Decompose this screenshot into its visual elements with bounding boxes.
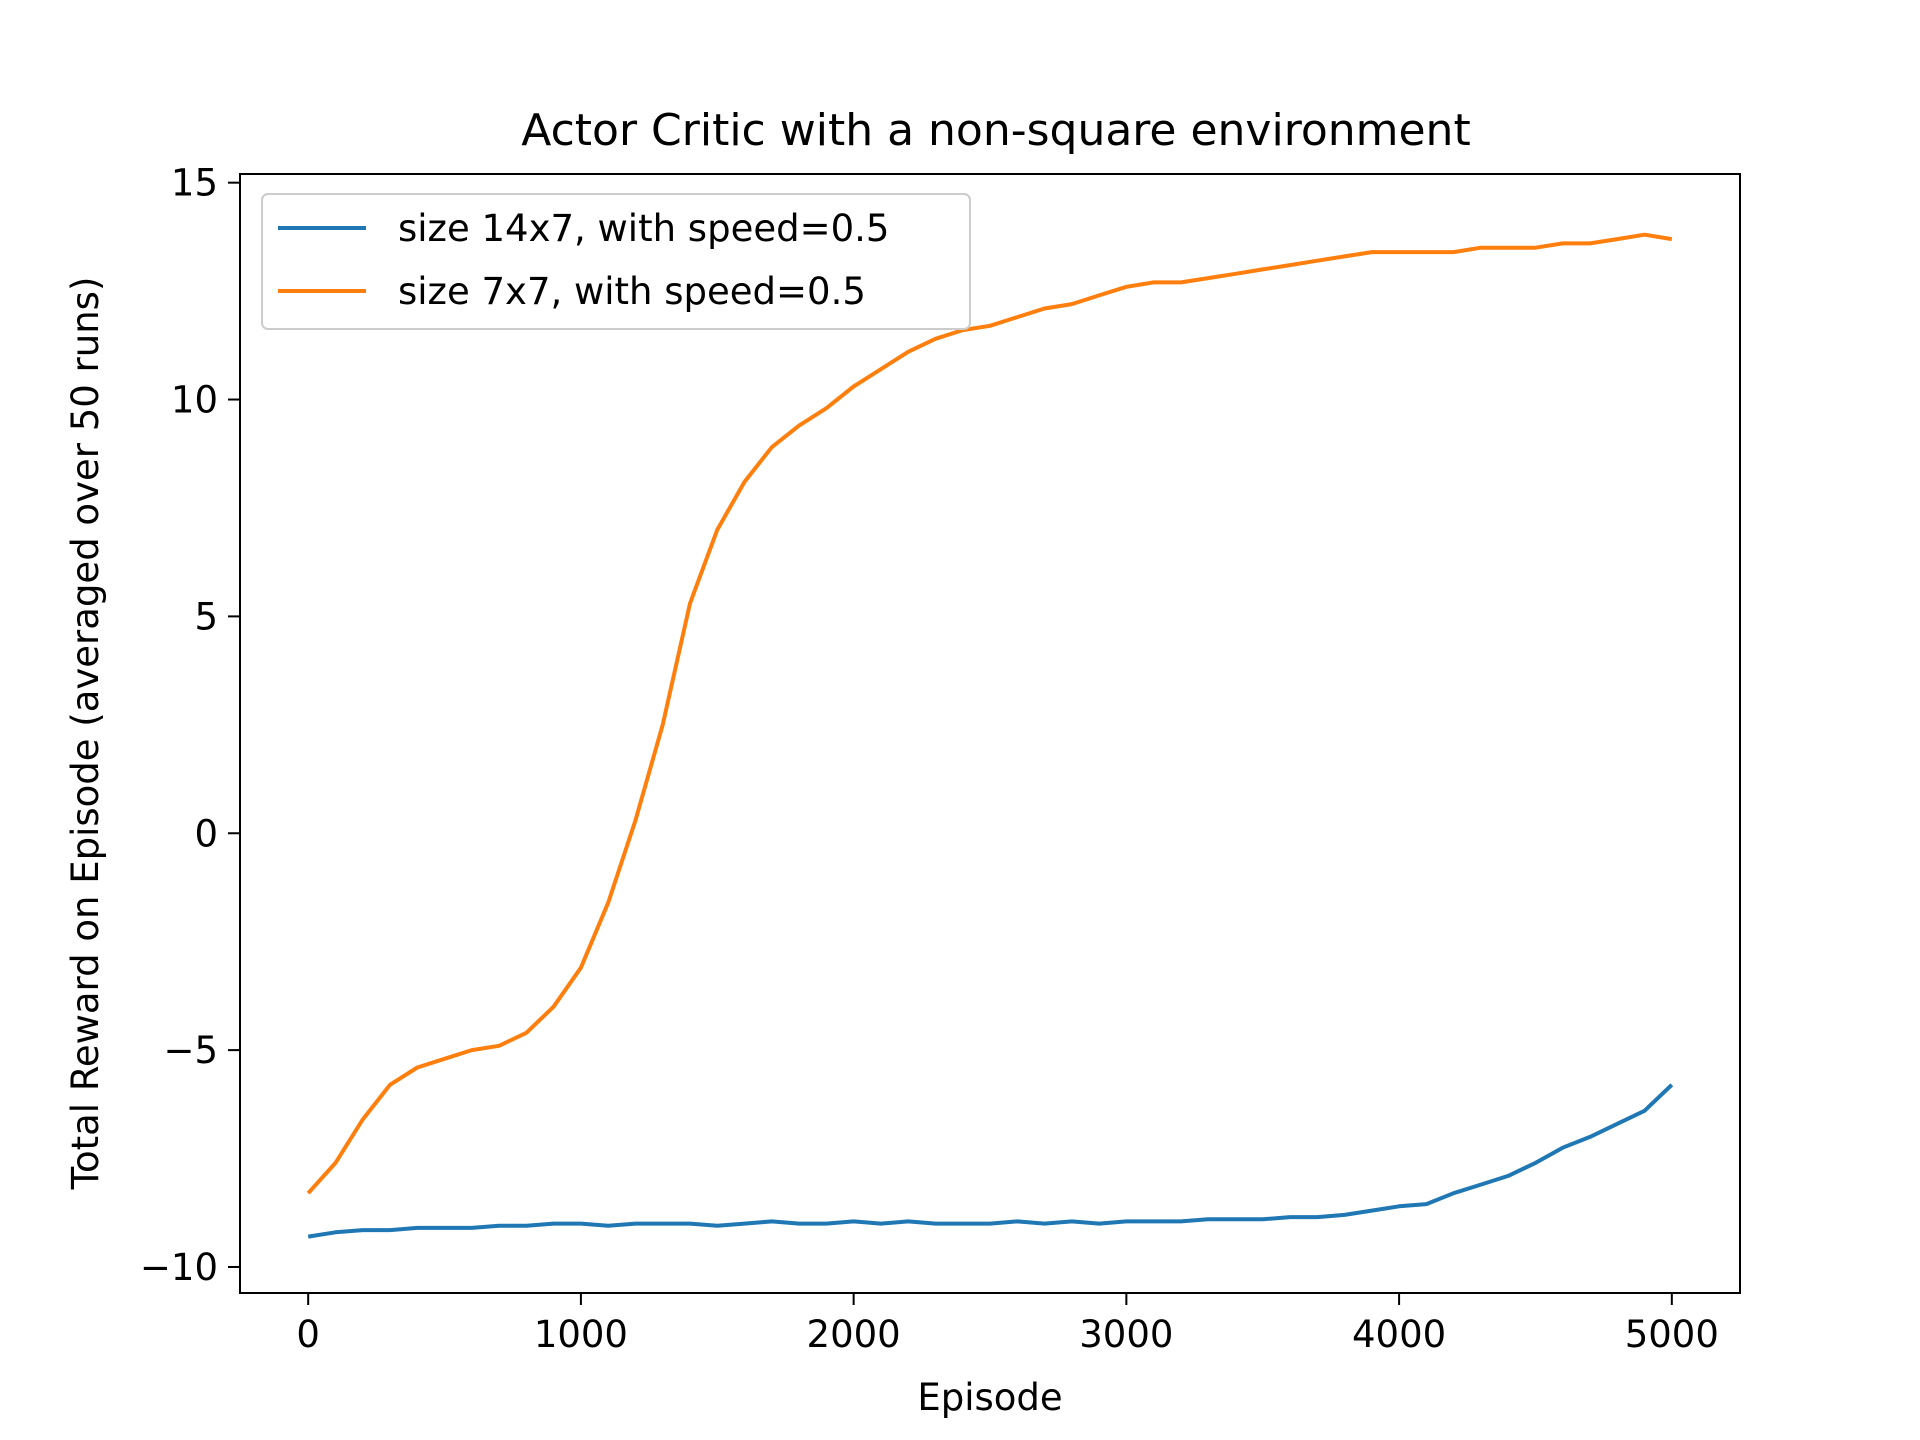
x-tick-label: 5000: [1625, 1313, 1719, 1356]
legend: size 14x7, with speed=0.5 size 7x7, with…: [261, 193, 971, 330]
y-axis: −10 −5 0 5 10 15: [140, 162, 240, 1289]
y-tick-label: −5: [163, 1029, 218, 1072]
legend-label-series-2: size 7x7, with speed=0.5: [398, 270, 866, 313]
y-tick-label: 5: [194, 595, 218, 638]
x-tick-label: 1000: [534, 1313, 628, 1356]
y-tick-label: 10: [171, 379, 218, 422]
legend-box: [261, 193, 971, 330]
y-tick-label: 0: [194, 812, 218, 855]
x-tick-label: 3000: [1079, 1313, 1173, 1356]
y-axis-title: Total Reward on Episode (averaged over 5…: [64, 277, 107, 1191]
series-line-1: [307, 1083, 1674, 1239]
x-axis-title: Episode: [917, 1376, 1062, 1419]
legend-label-series-1: size 14x7, with speed=0.5: [398, 207, 889, 250]
series-line-2: [306, 232, 1673, 1195]
y-tick-label: −10: [140, 1246, 218, 1289]
x-tick-label: 4000: [1352, 1313, 1446, 1356]
y-tick-label: 15: [171, 162, 218, 205]
series-layer: [306, 232, 1674, 1239]
x-tick-label: 0: [296, 1313, 320, 1356]
plot-frame: [239, 173, 1741, 1294]
chart-title: Actor Critic with a non-square environme…: [521, 105, 1470, 156]
x-tick-label: 2000: [807, 1313, 901, 1356]
x-axis: 0 1000 2000 3000 4000 5000: [296, 1293, 1719, 1356]
